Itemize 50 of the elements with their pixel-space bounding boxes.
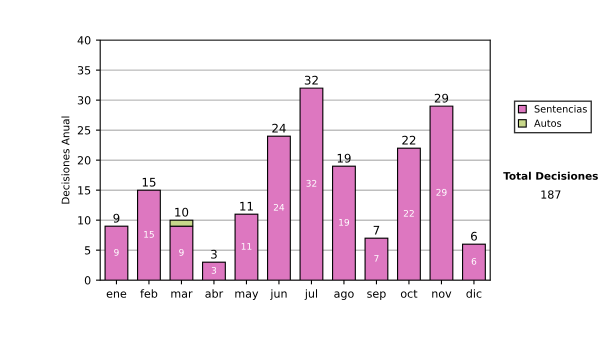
total-label: 29 — [434, 94, 448, 103]
x-tick-label: dic — [466, 289, 482, 298]
data-label: 3 — [212, 266, 216, 274]
data-label: 32 — [306, 180, 316, 187]
data-label: 9 — [179, 248, 184, 256]
total-label: 24 — [272, 124, 286, 132]
x-tick-label: oct — [400, 290, 418, 298]
total-label: 22 — [402, 136, 416, 144]
y-tick-label: 20 — [78, 156, 90, 165]
legend-label: Sentencias — [534, 105, 587, 113]
text: Total Decisiones — [503, 172, 598, 180]
x-tick-label: ago — [334, 291, 354, 300]
y-tick-label: 30 — [78, 96, 90, 105]
y-tick-label: 5 — [84, 246, 90, 255]
data-label: 9 — [114, 248, 119, 256]
total-label: 3 — [211, 250, 217, 259]
total-label: 6 — [471, 232, 477, 241]
y-tick-label: 35 — [78, 66, 90, 75]
x-tick-label: nov — [432, 291, 452, 298]
x-tick-label: feb — [140, 289, 158, 298]
y-tick-label: 10 — [78, 216, 90, 225]
data-label: 22 — [404, 210, 414, 217]
y-tick-label: 0 — [84, 276, 90, 285]
data-label: 29 — [436, 188, 447, 196]
data-label: 7 — [374, 255, 379, 262]
legend-label: Autos — [534, 120, 562, 127]
data-label: 24 — [274, 204, 284, 211]
y-tick-label: 25 — [78, 126, 90, 135]
total-label: 19 — [338, 154, 351, 163]
y-axis-title: Decisiones Anual — [61, 116, 70, 204]
x-tick-label: sep — [367, 291, 386, 300]
total-label: 11 — [240, 202, 253, 210]
total-label: 7 — [374, 226, 380, 234]
data-label: 19 — [339, 218, 350, 226]
total-label: 9 — [113, 214, 120, 223]
total-label: 32 — [304, 76, 318, 85]
y-tick-label: 40 — [78, 36, 90, 44]
data-label: 11 — [242, 243, 252, 250]
x-tick-label: ene — [106, 291, 126, 298]
x-tick-label: abr — [205, 289, 224, 298]
text: 187 — [541, 190, 560, 199]
total-label: 15 — [142, 178, 156, 187]
x-tick-label: may — [235, 291, 258, 300]
x-tick-label: jul — [304, 289, 318, 300]
y-tick-label: 15 — [78, 186, 90, 195]
x-tick-label: jun — [270, 289, 287, 300]
total-label: 10 — [175, 208, 188, 217]
data-label: 15 — [144, 231, 154, 238]
data-label: 6 — [472, 258, 476, 265]
x-tick-label: mar — [171, 291, 193, 298]
